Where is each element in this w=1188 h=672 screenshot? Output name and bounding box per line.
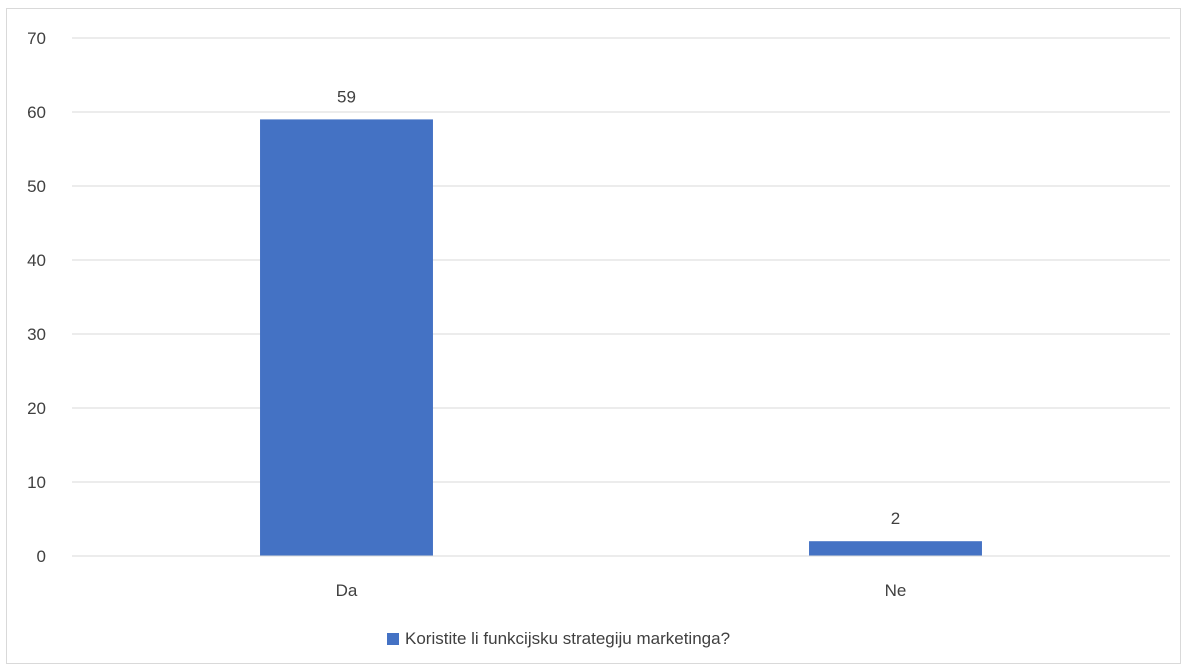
bars xyxy=(260,119,982,557)
x-tick-label: Ne xyxy=(885,581,907,600)
data-label: 2 xyxy=(891,509,900,528)
y-axis: 0 10 20 30 40 50 60 70 xyxy=(27,29,46,566)
gridlines xyxy=(72,37,1170,557)
y-tick-label: 0 xyxy=(37,547,46,566)
legend: Koristite li funkcijsku strategiju marke… xyxy=(387,629,730,648)
y-tick-label: 30 xyxy=(27,325,46,344)
chart-frame xyxy=(6,8,1181,664)
legend-swatch xyxy=(387,633,399,645)
data-label: 59 xyxy=(337,87,356,106)
data-labels: 59 2 xyxy=(337,87,900,528)
bar-da xyxy=(260,119,433,557)
legend-label: Koristite li funkcijsku strategiju marke… xyxy=(405,629,730,648)
y-tick-label: 50 xyxy=(27,177,46,196)
bar-ne xyxy=(809,541,982,556)
y-tick-label: 70 xyxy=(27,29,46,48)
x-tick-label: Da xyxy=(336,581,358,600)
y-tick-label: 40 xyxy=(27,251,46,270)
y-tick-label: 60 xyxy=(27,103,46,122)
x-axis: Da Ne xyxy=(72,555,1170,600)
y-tick-label: 10 xyxy=(27,473,46,492)
y-tick-label: 20 xyxy=(27,399,46,418)
